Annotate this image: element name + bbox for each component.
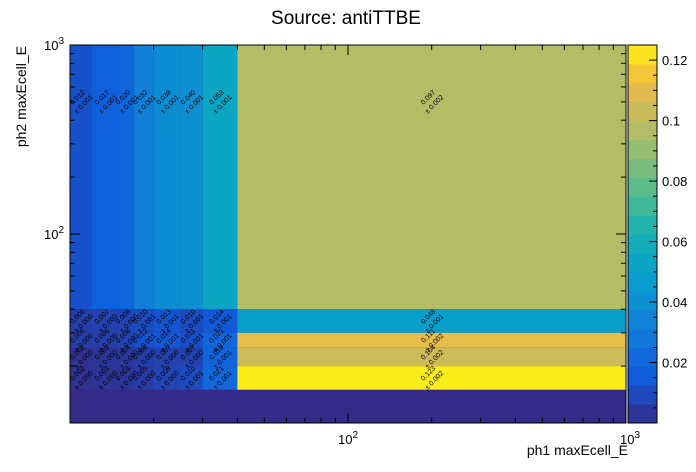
colorbar-swatch: [628, 139, 657, 159]
heatmap-cell: [70, 366, 93, 390]
heatmap-cell: [118, 347, 135, 367]
heatmap-cell: [134, 366, 154, 390]
heatmap-cell: [153, 347, 181, 367]
y-axis-label: ph2 maxEcell_E: [13, 46, 29, 147]
colorbar-swatch: [628, 45, 657, 65]
colorbar-tick-label: 0.06: [662, 235, 687, 250]
heatmap-cell: [180, 45, 203, 310]
heatmap-cell: [202, 347, 238, 367]
colorbar-swatch: [628, 120, 657, 140]
heatmap-cell: [202, 366, 238, 390]
colorbar-swatch: [628, 82, 657, 103]
plot-axes: 102 103 102 103: [44, 36, 640, 447]
colorbar-swatch: [628, 177, 657, 197]
colorbar-swatch: [628, 309, 657, 329]
heatmap-cell: [118, 366, 135, 390]
colorbar-swatch: [628, 347, 657, 367]
colorbar-tick-label: 0.12: [662, 53, 687, 68]
colorbar-tick-label: 0.04: [662, 295, 687, 310]
colorbar-tick-label: 0.1: [662, 114, 680, 129]
heatmap-cell: [118, 309, 135, 333]
heatmap-cell: [180, 366, 203, 390]
heatmap-cell: [237, 45, 626, 310]
heatmap-cell: [92, 45, 119, 310]
colorbar-swatch: [628, 234, 657, 254]
heatmap-cell: [180, 347, 203, 367]
heatmap-cell: [134, 309, 154, 333]
colorbar-swatch: [628, 404, 657, 424]
heatmap-cells: [70, 45, 626, 423]
heatmap-cell: [70, 309, 93, 333]
x-axis-label: ph1 maxEcell_E: [527, 442, 628, 458]
heatmap-cell: [70, 45, 93, 310]
heatmap-cell: [180, 332, 203, 348]
colorbar-tick-label: 0.02: [662, 356, 687, 371]
heatmap-cell: [237, 347, 626, 367]
heatmap-cell: [134, 45, 154, 310]
colorbar-swatch: [628, 101, 657, 122]
x-tick-label: 103: [620, 430, 640, 447]
heatmap-cell: [134, 347, 154, 367]
heatmap-cell: [118, 45, 135, 310]
colorbar-swatch: [628, 196, 657, 216]
heatmap-cell: [153, 45, 181, 310]
heatmap-cell: [70, 332, 93, 348]
colorbar-frame: [627, 44, 658, 424]
y-tick-label: 103: [44, 36, 64, 53]
colorbar-swatch: [628, 385, 657, 405]
heatmap-cell: [153, 332, 181, 348]
heatmap-cell: [202, 45, 238, 310]
heatmap-cell: [92, 332, 119, 348]
colorbar: 0.02 0.04 0.06 0.08 0.1 0.12: [627, 44, 687, 424]
colorbar-swatch: [628, 252, 657, 273]
heatmap-cell: [153, 309, 181, 333]
heatmap-cell: [153, 366, 181, 390]
heatmap-cell: [237, 366, 626, 390]
colorbar-swatch: [628, 215, 657, 235]
chart-title: Source: antiTTBE: [271, 8, 421, 29]
heatmap-cell: [92, 309, 119, 333]
colorbar-swatch: [628, 366, 657, 386]
heatmap-cell: [134, 332, 154, 348]
colorbar-tick-label: 0.08: [662, 174, 687, 189]
heatmap-cell: [92, 366, 119, 390]
heatmap-cell: [202, 309, 238, 333]
heatmap-cell: [70, 347, 93, 367]
heatmap-cell: [92, 347, 119, 367]
y-tick-label: 102: [44, 225, 64, 242]
heatmap-cell: [237, 309, 626, 333]
colorbar-swatch: [628, 328, 657, 348]
colorbar-swatch: [628, 271, 657, 292]
colorbar-swatch: [628, 63, 657, 84]
heatmap-cell: [237, 332, 626, 348]
heatmap-cell: [180, 309, 203, 333]
colorbar-swatch: [628, 290, 657, 311]
x-tick-label: 102: [338, 430, 358, 447]
heatmap-cell: [202, 332, 238, 348]
heatmap-cell: [118, 332, 135, 348]
colorbar-swatch: [628, 158, 657, 178]
